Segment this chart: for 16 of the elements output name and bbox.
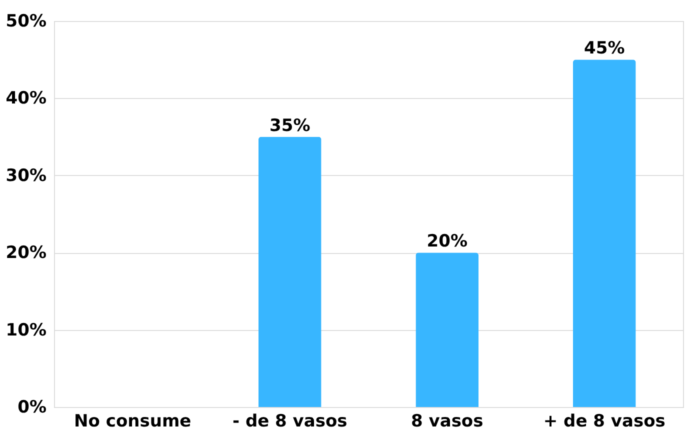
x-tick-label: No consume (74, 412, 192, 432)
y-tick-label: 40% (6, 88, 46, 109)
bar (572, 60, 636, 407)
data-label: 45% (584, 38, 625, 59)
x-tick-label: - de 8 vasos (232, 412, 348, 432)
data-label: 35% (270, 116, 310, 136)
y-tick-label: 10% (6, 320, 46, 340)
x-tick-label: + de 8 vasos (543, 412, 666, 432)
bar (258, 136, 322, 407)
data-label: 20% (426, 232, 468, 252)
y-tick-label: 0% (18, 398, 46, 418)
x-tick-label: 8 vasos (411, 412, 484, 432)
y-tick-label: 50% (6, 12, 46, 32)
y-tick-label: 30% (6, 166, 46, 186)
y-tick-label: 20% (6, 243, 46, 264)
bar (416, 252, 479, 407)
